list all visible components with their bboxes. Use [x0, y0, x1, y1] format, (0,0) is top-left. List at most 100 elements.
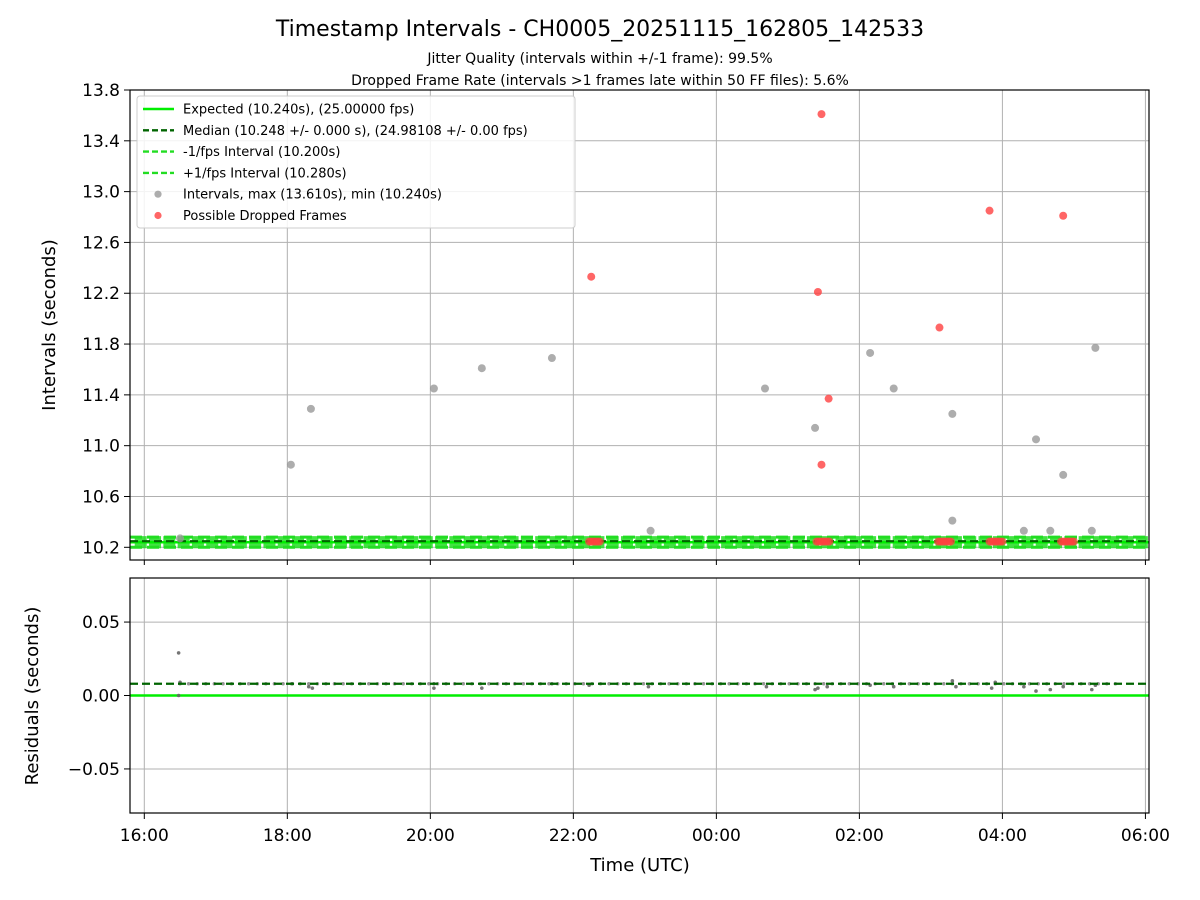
intervals-plot-area — [130, 90, 1149, 560]
residual-point — [432, 686, 436, 690]
interval-point — [1059, 470, 1068, 479]
interval-point — [1019, 526, 1028, 535]
interval-point — [176, 534, 185, 543]
residual-point — [1089, 687, 1094, 692]
legend-expected-label: Expected (10.240s), (25.00000 fps) — [183, 103, 414, 118]
interval-point — [477, 364, 486, 373]
dropped-cluster-point — [998, 537, 1007, 546]
top-y-tick-label: 11.0 — [82, 437, 120, 457]
top-y-tick-label: 13.4 — [82, 132, 120, 152]
legend-dropped-swatch — [154, 211, 162, 220]
residual-point-dense — [306, 681, 311, 686]
residuals-panel: 0.05 0.00 −0.05 16:00 18:00 20:00 22:00 00:00 02… — [68, 577, 1170, 846]
top-y-tick-label: 10.6 — [82, 487, 120, 507]
residual-point-dense — [1062, 681, 1066, 686]
dropped-frame-point — [817, 110, 826, 119]
residual-point — [310, 686, 315, 690]
legend-intervals-swatch — [154, 190, 162, 198]
dropped-frame-point — [813, 287, 822, 296]
interval-point — [286, 460, 295, 469]
top-y-tick-label: 12.6 — [82, 233, 120, 253]
residual-point-dense — [281, 681, 285, 686]
residual-point — [813, 687, 817, 692]
residual-point-dense — [367, 681, 371, 686]
interval-point — [948, 516, 957, 525]
residual-point-dense — [941, 681, 946, 686]
top-y-tick-label: 10.2 — [82, 538, 120, 558]
legend: Expected (10.240s), (25.00000 fps) Median… — [136, 95, 576, 229]
residual-point — [816, 686, 820, 690]
dropped-frame-point — [587, 272, 596, 281]
interval-point — [1032, 435, 1041, 444]
chart-subtitle-dropped: Dropped Frame Rate (intervals >1 frames … — [351, 73, 849, 89]
dropped-frame-point — [824, 394, 833, 403]
dropped-frame-point — [935, 323, 944, 332]
residual-point-dense — [821, 681, 826, 686]
x-tick-label: 22:00 — [549, 826, 598, 846]
dropped-cluster-point — [825, 537, 834, 546]
x-tick-label: 18:00 — [263, 826, 312, 846]
interval-point — [1091, 343, 1100, 352]
x-tick-label: 02:00 — [835, 826, 884, 846]
residuals-plot-area — [130, 578, 1149, 813]
residual-point-dense — [246, 681, 251, 686]
residual-point-dense — [761, 681, 766, 686]
residual-point — [1034, 689, 1038, 693]
interval-point — [429, 384, 438, 393]
bottom-y-tick-label: 0.05 — [82, 613, 120, 633]
interval-point — [811, 423, 820, 432]
residual-point — [954, 684, 958, 689]
residual-point-dense — [341, 681, 345, 686]
top-y-tick-label: 11.4 — [82, 386, 120, 406]
residual-point — [1022, 684, 1026, 689]
x-tick-label: 04:00 — [978, 826, 1027, 846]
residual-point-dense — [581, 681, 586, 686]
dropped-frame-point — [985, 206, 994, 215]
bottom-y-axis-label: Residuals (seconds) — [22, 607, 43, 786]
legend-plus-1fps-label: +1/fps Interval (10.280s) — [183, 166, 347, 181]
residual-point-dense — [461, 681, 466, 686]
residual-point — [989, 686, 994, 690]
interval-point — [866, 348, 875, 357]
dropped-frame-point — [1059, 211, 1068, 220]
legend-minus-1fps-label: -1/fps Interval (10.200s) — [183, 145, 340, 160]
residual-point — [950, 679, 955, 683]
interval-point — [547, 354, 556, 363]
legend-intervals-label: Intervals, max (13.610s), min (10.240s) — [183, 188, 442, 203]
residual-point-dense — [641, 681, 646, 686]
intervals-panel: 10.2 10.6 11.0 11.4 11.8 12.2 12.6 13.0 13.4 13.8 — [82, 81, 1150, 565]
chart-title: Timestamp Intervals - CH0005_20251115_16… — [275, 17, 924, 42]
dropped-frame-point — [817, 460, 826, 469]
x-tick-label: 00:00 — [692, 826, 741, 846]
residual-point-dense — [221, 681, 225, 686]
dropped-cluster-point — [595, 537, 604, 546]
top-y-axis-label: Intervals (seconds) — [39, 239, 60, 411]
interval-point — [948, 409, 957, 418]
residual-point-dense — [521, 681, 526, 686]
interval-point — [889, 384, 898, 393]
top-y-tick-label: 13.8 — [82, 81, 120, 101]
top-axes-frame — [129, 89, 1150, 561]
dropped-cluster-point — [1069, 537, 1078, 546]
residual-point-dense — [487, 681, 491, 686]
legend-dropped-label: Possible Dropped Frames — [183, 209, 347, 224]
residual-point-dense — [701, 681, 706, 686]
bottom-y-tick-label: −0.05 — [68, 760, 120, 780]
x-axis-label: Time (UTC) — [589, 855, 690, 876]
interval-point — [1087, 526, 1096, 535]
dropped-cluster-point — [946, 537, 955, 546]
interval-point — [1046, 526, 1055, 535]
interval-point — [646, 526, 655, 535]
x-tick-label: 20:00 — [406, 826, 455, 846]
residual-point — [1061, 684, 1065, 689]
residual-point — [1048, 687, 1053, 692]
residual-point — [176, 651, 181, 655]
residual-point-dense — [1002, 681, 1006, 686]
residual-point-dense — [401, 681, 405, 686]
chart-subtitle-jitter: Jitter Quality (intervals within +/-1 fr… — [426, 51, 772, 67]
residual-point — [891, 684, 896, 689]
interval-point — [760, 384, 769, 393]
residual-point — [306, 684, 311, 689]
residual-point-dense — [186, 681, 191, 686]
